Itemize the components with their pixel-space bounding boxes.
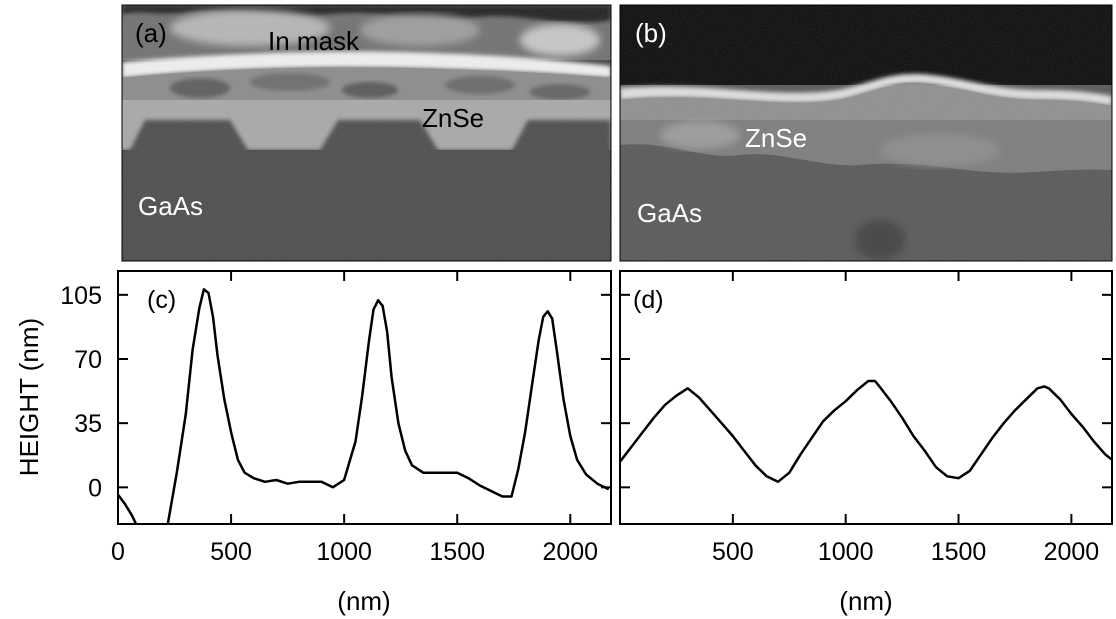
chart-d-xtick-label: 1000	[818, 538, 874, 566]
chart-c-ytick-label: 105	[60, 282, 102, 310]
chart-c-series-line	[118, 288, 610, 524]
chart-d-x-axis-title: (nm)	[839, 586, 892, 616]
chart-d-frame	[619, 270, 1113, 525]
gaas-label-a: GaAs	[138, 191, 203, 221]
micrograph-b-frame	[619, 4, 1113, 262]
chart-c-ytick-label: 0	[88, 474, 102, 502]
chart-c-xtick-label: 1000	[316, 538, 372, 566]
chart-d-xtick-label: 500	[712, 538, 754, 566]
chart-c-xtick-label: 0	[111, 538, 125, 566]
chart-d-xtick-label: 1500	[931, 538, 987, 566]
chart-d-xtick-label: 2000	[1044, 538, 1100, 566]
znse-label-a: ZnSe	[422, 103, 484, 133]
chart-d-ticks: 500 1000 1500 2000	[620, 271, 1112, 566]
chart-c-xtick-label: 2000	[542, 538, 598, 566]
chart-d-panel-label: (d)	[633, 286, 664, 314]
micrograph-a-panel-label: (a)	[135, 18, 167, 48]
chart-c-ytick-label: 35	[74, 410, 102, 438]
chart-d: 500 1000 1500 2000 (d) (nm)	[619, 270, 1113, 616]
chart-c-frame	[117, 270, 612, 525]
chart-c-x-axis-title: (nm)	[337, 586, 390, 616]
chart-c-ytick-label: 70	[74, 346, 102, 374]
micrograph-b-panel-label: (b)	[635, 18, 667, 48]
micrograph-a	[122, 5, 611, 261]
micrograph-a-frame	[121, 4, 612, 262]
chart-c-panel-label: (c)	[147, 286, 176, 314]
chart-c: 0 500 1000 1500 2000 0 35 70 105 (c) (nm) HEIGHT…	[14, 270, 612, 616]
in-mask-label: In mask	[268, 26, 360, 56]
znse-label-b: ZnSe	[745, 123, 807, 153]
gaas-label-b: GaAs	[637, 198, 702, 228]
micrograph-b	[620, 5, 1112, 261]
chart-c-xtick-label: 500	[210, 538, 252, 566]
chart-c-y-axis-title: HEIGHT (nm)	[14, 318, 44, 476]
chart-d-series-line	[620, 379, 1112, 484]
chart-c-xtick-label: 1500	[429, 538, 485, 566]
chart-c-ticks: 0 500 1000 1500 2000 0 35 70 105	[60, 271, 611, 566]
